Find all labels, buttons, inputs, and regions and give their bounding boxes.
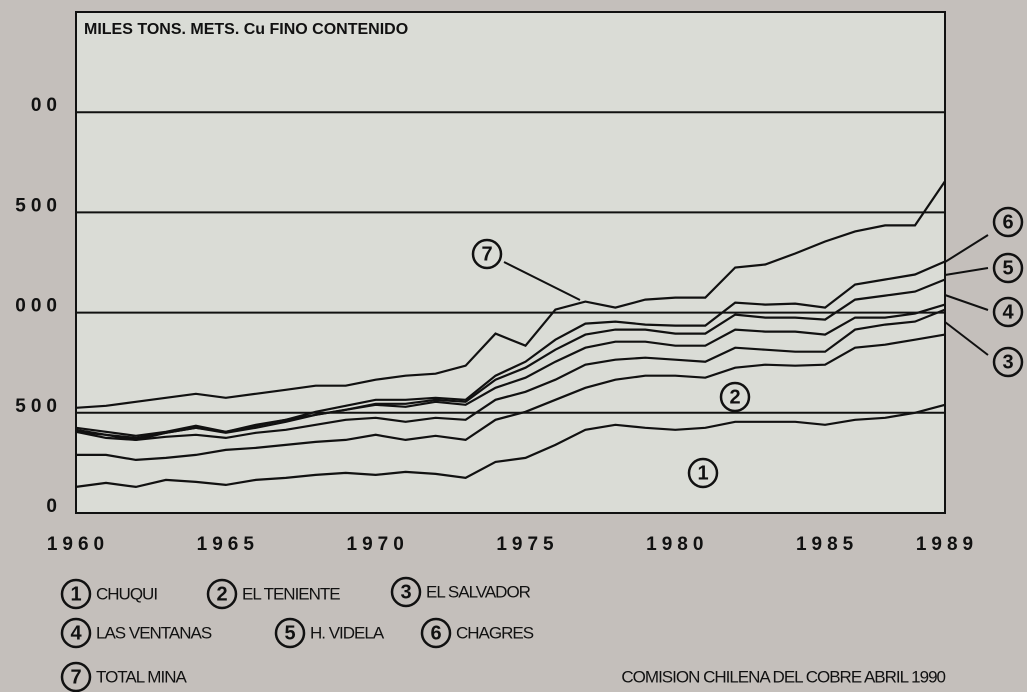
legend-label: CHAGRES xyxy=(456,623,534,642)
legend-label: LAS VENTANAS xyxy=(96,623,212,642)
key-circle xyxy=(60,578,92,610)
key-number: 1 xyxy=(70,583,81,605)
legend-label: CHUQUI xyxy=(96,584,157,603)
key-circle xyxy=(60,617,92,649)
chart-title: MILES TONS. METS. Cu FINO CONTENIDO xyxy=(84,21,408,38)
key-number: 3 xyxy=(1002,351,1013,373)
y-tick-label: 0 xyxy=(46,496,62,517)
leaders xyxy=(503,234,989,356)
legend-label: EL SALVADOR xyxy=(426,582,531,601)
key-circle xyxy=(206,578,238,610)
source-note: COMISION CHILENA DEL COBRE ABRIL 1990 xyxy=(621,667,945,686)
key-circle xyxy=(471,238,503,270)
x-tick-label: 1975 xyxy=(496,534,558,555)
key-circle xyxy=(390,576,422,608)
series-line xyxy=(75,180,946,409)
key-circle xyxy=(992,296,1024,328)
key-number: 3 xyxy=(400,581,411,603)
key-circle xyxy=(992,252,1024,284)
series-line xyxy=(76,333,946,462)
plot-area xyxy=(75,11,946,514)
key-circle xyxy=(992,346,1024,378)
key-circle xyxy=(274,617,306,649)
key-number: 2 xyxy=(729,386,740,408)
x-tick-label: 1960 xyxy=(47,534,109,555)
x-tick-label: 1970 xyxy=(347,534,409,555)
legend-label: TOTAL MINA xyxy=(96,667,187,686)
series-line xyxy=(75,403,946,489)
key-circle xyxy=(420,617,452,649)
key-number: 5 xyxy=(1002,257,1013,279)
key-number: 1 xyxy=(697,462,708,484)
key-number: 2 xyxy=(216,583,227,605)
key-number: 7 xyxy=(70,666,81,688)
key-circle xyxy=(992,206,1024,238)
x-tick-label: 1980 xyxy=(646,534,708,555)
key-circle xyxy=(687,457,719,489)
key-number: 7 xyxy=(481,243,492,265)
key-number: 6 xyxy=(1002,211,1013,233)
y-tick-label: 000 xyxy=(15,296,62,317)
key-number: 4 xyxy=(70,622,82,644)
y-tick-label: 500 xyxy=(15,195,62,216)
key-number: 5 xyxy=(284,622,295,644)
key-circle xyxy=(60,661,92,692)
x-tick-label: 1989 xyxy=(916,534,978,555)
x-tick-label: 1965 xyxy=(197,534,259,555)
key-circle xyxy=(719,381,751,413)
y-tick-label: 00 xyxy=(31,95,62,116)
legend-label: H. VIDELA xyxy=(310,623,385,642)
series-line xyxy=(75,260,946,437)
x-tick-label: 1985 xyxy=(796,534,858,555)
series-line xyxy=(75,308,946,442)
y-tick-label: 500 xyxy=(15,396,62,417)
series-line xyxy=(75,278,946,440)
key-number: 6 xyxy=(430,622,441,644)
legend-label: EL TENIENTE xyxy=(242,584,340,603)
key-number: 4 xyxy=(1002,301,1014,323)
